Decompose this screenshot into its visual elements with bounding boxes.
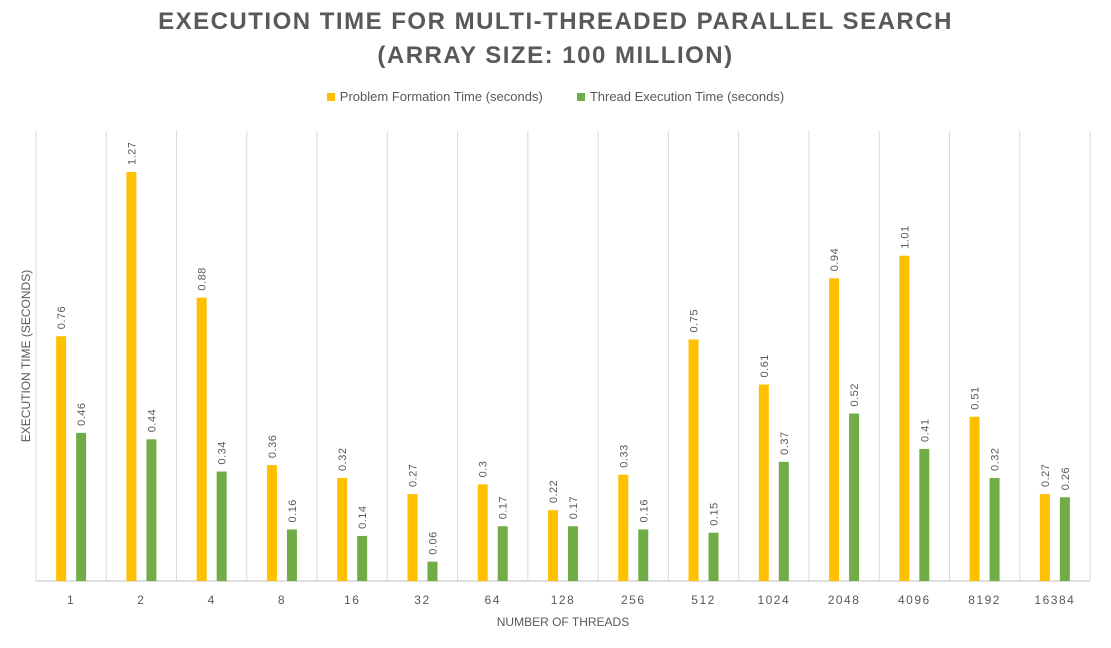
x-tick-label: 128 bbox=[551, 593, 576, 607]
data-label-thread-execution: 0.17 bbox=[498, 496, 510, 519]
x-tick-label: 8 bbox=[278, 593, 286, 607]
data-label-problem-formation: 0.76 bbox=[56, 306, 68, 329]
data-label-thread-execution: 0.16 bbox=[287, 499, 299, 522]
bar-problem-formation bbox=[407, 494, 418, 581]
legend: Problem Formation Time (seconds) Thread … bbox=[0, 89, 1111, 104]
x-tick-label: 2 bbox=[137, 593, 145, 607]
data-label-thread-execution: 0.34 bbox=[217, 441, 229, 464]
legend-swatch-problem-formation bbox=[326, 92, 335, 101]
legend-label-thread-execution: Thread Execution Time (seconds) bbox=[589, 89, 785, 104]
bar-problem-formation bbox=[829, 278, 840, 581]
bar-problem-formation bbox=[548, 510, 558, 581]
bar-problem-formation bbox=[477, 484, 488, 581]
bar-problem-formation bbox=[196, 297, 207, 581]
data-label-problem-formation: 0.51 bbox=[970, 386, 982, 409]
bar-thread-execution bbox=[497, 526, 508, 581]
data-label-problem-formation: 0.94 bbox=[829, 248, 841, 271]
x-tick-label: 512 bbox=[691, 593, 716, 607]
bar-thread-execution bbox=[357, 535, 368, 581]
x-tick-label: 1024 bbox=[757, 593, 790, 607]
data-label-problem-formation: 0.22 bbox=[548, 480, 560, 503]
bar-thread-execution bbox=[919, 448, 930, 581]
data-label-thread-execution: 0.52 bbox=[849, 383, 861, 406]
x-tick-label: 2048 bbox=[828, 593, 861, 607]
data-label-thread-execution: 0.46 bbox=[76, 402, 88, 425]
bar-thread-execution bbox=[216, 471, 227, 581]
bar-thread-execution bbox=[1059, 497, 1070, 581]
x-tick-label: 256 bbox=[621, 593, 646, 607]
data-label-problem-formation: 0.32 bbox=[337, 448, 349, 471]
x-tick-label: 4 bbox=[208, 593, 216, 607]
bar-problem-formation bbox=[126, 172, 137, 581]
bar-thread-execution bbox=[568, 526, 578, 581]
bar-problem-formation bbox=[266, 465, 277, 581]
data-label-problem-formation: 0.61 bbox=[759, 354, 771, 377]
legend-item-thread-execution: Thread Execution Time (seconds) bbox=[576, 89, 785, 104]
data-label-problem-formation: 0.36 bbox=[267, 435, 279, 458]
data-label-problem-formation: 0.75 bbox=[689, 309, 701, 332]
data-label-problem-formation: 0.27 bbox=[407, 464, 419, 487]
data-label-problem-formation: 1.01 bbox=[899, 225, 911, 248]
data-label-thread-execution: 0.26 bbox=[1060, 467, 1072, 490]
x-tick-label: 16 bbox=[344, 593, 360, 607]
data-label-thread-execution: 0.44 bbox=[146, 409, 158, 432]
bar-thread-execution bbox=[849, 413, 860, 581]
x-axis-title: NUMBER OF THREADS bbox=[497, 615, 629, 629]
legend-label-problem-formation: Problem Formation Time (seconds) bbox=[339, 89, 543, 104]
bar-problem-formation bbox=[688, 339, 699, 581]
data-label-problem-formation: 0.33 bbox=[618, 444, 630, 467]
x-tick-label: 4096 bbox=[898, 593, 931, 607]
bar-thread-execution bbox=[76, 432, 87, 581]
chart-subtitle: (ARRAY SIZE: 100 MILLION) bbox=[377, 42, 734, 69]
x-tick-label: 64 bbox=[485, 593, 501, 607]
data-label-thread-execution: 0.37 bbox=[779, 431, 791, 454]
data-label-thread-execution: 0.41 bbox=[919, 419, 931, 442]
data-label-problem-formation: 0.27 bbox=[1040, 464, 1052, 487]
data-label-problem-formation: 0.88 bbox=[197, 267, 209, 290]
bar-thread-execution bbox=[778, 461, 789, 581]
data-label-thread-execution: 0.16 bbox=[638, 499, 650, 522]
legend-item-problem-formation: Problem Formation Time (seconds) bbox=[326, 89, 543, 104]
y-axis-title: EXECUTION TIME (SECONDS) bbox=[19, 270, 33, 442]
bar-problem-formation bbox=[618, 474, 629, 581]
x-tick-label: 1 bbox=[67, 593, 75, 607]
bar-problem-formation bbox=[899, 255, 910, 581]
x-tick-label: 8192 bbox=[968, 593, 1001, 607]
legend-swatch-thread-execution bbox=[576, 92, 585, 101]
data-label-thread-execution: 0.14 bbox=[357, 505, 369, 528]
data-label-problem-formation: 0.3 bbox=[478, 461, 490, 478]
data-label-problem-formation: 1.27 bbox=[126, 142, 138, 165]
bar-thread-execution bbox=[708, 532, 719, 581]
data-label-thread-execution: 0.06 bbox=[427, 531, 439, 554]
x-tick-label: 32 bbox=[414, 593, 430, 607]
bar-thread-execution bbox=[146, 439, 157, 581]
bar-problem-formation bbox=[337, 477, 348, 581]
data-label-thread-execution: 0.15 bbox=[709, 502, 721, 525]
bar-thread-execution bbox=[638, 529, 649, 581]
bar-problem-formation bbox=[758, 384, 769, 581]
data-label-thread-execution: 0.32 bbox=[990, 448, 1002, 471]
data-label-thread-execution: 0.17 bbox=[568, 496, 580, 519]
bar-problem-formation bbox=[1039, 494, 1050, 581]
bar-problem-formation bbox=[969, 416, 980, 581]
bar-problem-formation bbox=[56, 336, 67, 581]
x-tick-label: 16384 bbox=[1034, 593, 1075, 607]
chart-title: EXECUTION TIME FOR MULTI-THREADED PARALL… bbox=[158, 8, 953, 35]
bar-thread-execution bbox=[286, 529, 297, 581]
bar-thread-execution bbox=[989, 477, 1000, 581]
bar-thread-execution bbox=[427, 561, 438, 581]
